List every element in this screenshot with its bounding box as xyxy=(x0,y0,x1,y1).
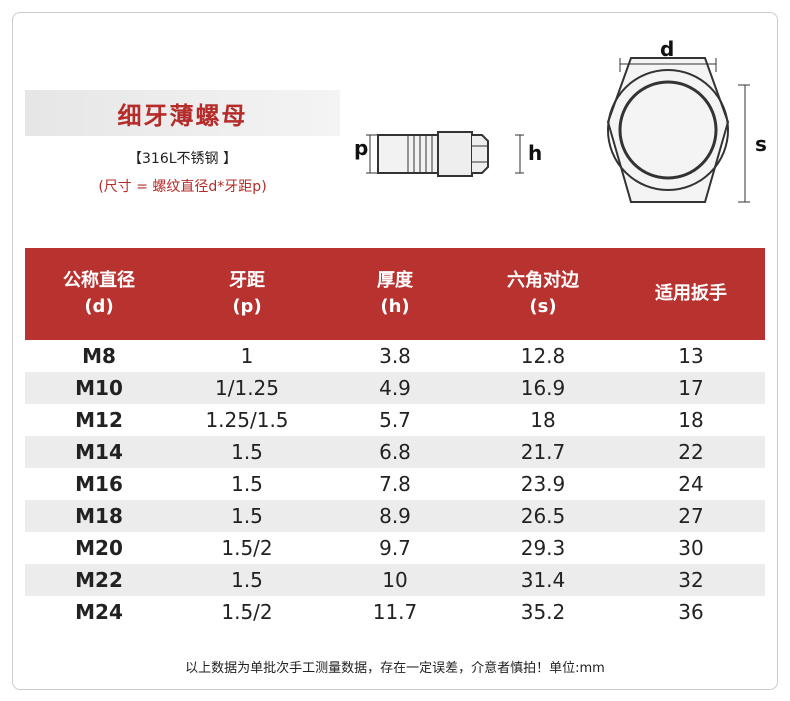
table-cell: M14 xyxy=(75,440,123,464)
table-cell: 17 xyxy=(678,376,704,400)
header-cell: 公称直径 (d) xyxy=(25,248,173,340)
table-cell: M24 xyxy=(75,600,123,624)
table-cell: 35.2 xyxy=(520,600,566,624)
table-cell: 7.8 xyxy=(379,472,411,496)
table-cell: 11.7 xyxy=(372,600,418,624)
label-h: h xyxy=(528,141,542,165)
table-cell: 1.5/2 xyxy=(221,600,273,624)
table-cell: 18 xyxy=(678,408,704,432)
table-cell: 26.5 xyxy=(520,504,566,528)
table-cell: 3.8 xyxy=(379,344,411,368)
diagram: d p h s xyxy=(354,37,767,203)
table-row: M10 1/1.25 4.9 16.9 17 xyxy=(25,372,765,404)
footer: 以上数据为单批次手工测量数据，存在一定误差，介意者慎拍！单位:mm xyxy=(185,661,605,676)
table-cell: 5.7 xyxy=(379,408,411,432)
table-cell: 29.3 xyxy=(520,536,566,560)
table-row: M12 1.25/1.5 5.7 18 18 xyxy=(25,404,765,436)
table-cell: M12 xyxy=(75,408,123,432)
header-line: 厚度 xyxy=(377,270,413,291)
table-cell: M8 xyxy=(82,344,116,368)
table-cell: 30 xyxy=(678,536,704,560)
note: (尺寸 = 螺纹直径d*牙距p) xyxy=(98,179,267,195)
table-cell: 32 xyxy=(678,568,704,592)
table-cell: 1.5/2 xyxy=(221,536,273,560)
table-cell: 1.5 xyxy=(231,504,263,528)
table-row: M14 1.5 6.8 21.7 22 xyxy=(25,436,765,468)
header-line: (d) xyxy=(84,296,114,317)
header-cell: 适用扳手 xyxy=(617,248,765,340)
table-cell: 1/1.25 xyxy=(215,376,279,400)
table-cell: 22 xyxy=(678,440,704,464)
table-row: M20 1.5/2 9.7 29.3 30 xyxy=(25,532,765,564)
table-cell: M10 xyxy=(75,376,123,400)
table-cell: M16 xyxy=(75,472,123,496)
table-cell: 8.9 xyxy=(379,504,411,528)
table-cell: 36 xyxy=(678,600,704,624)
header-line: 适用扳手 xyxy=(655,283,727,304)
table-cell: 1.25/1.5 xyxy=(205,408,289,432)
table-cell: 18 xyxy=(530,408,556,432)
table-cell: 23.9 xyxy=(520,472,566,496)
header-cell: 六角对边 (s) xyxy=(469,248,617,340)
table-row: M24 1.5/2 11.7 35.2 36 xyxy=(25,596,765,628)
table-cell: 16.9 xyxy=(520,376,566,400)
label-p: p xyxy=(354,136,368,160)
title: 细牙薄螺母 xyxy=(25,90,340,136)
label-s: s xyxy=(755,132,767,156)
table-cell: 13 xyxy=(678,344,704,368)
table-cell: 10 xyxy=(382,568,408,592)
table-cell: 27 xyxy=(678,504,704,528)
table-cell: M18 xyxy=(75,504,123,528)
table-row: M16 1.5 7.8 23.9 24 xyxy=(25,468,765,500)
material: 【316L不锈钢 】 xyxy=(128,151,237,167)
table-cell: 31.4 xyxy=(520,568,566,592)
card xyxy=(12,12,778,690)
table-cell: 1.5 xyxy=(231,568,263,592)
table-row: M8 1 3.8 12.8 13 xyxy=(25,340,765,372)
table-cell: 12.8 xyxy=(520,344,566,368)
table-cell: 1 xyxy=(240,344,254,368)
header-line: (h) xyxy=(380,296,410,317)
label-d: d xyxy=(660,37,674,61)
table-cell: 1.5 xyxy=(231,472,263,496)
table-row: M18 1.5 8.9 26.5 27 xyxy=(25,500,765,532)
table-cell: 9.7 xyxy=(379,536,411,560)
header-line: (s) xyxy=(529,296,557,317)
table-cell: 21.7 xyxy=(520,440,566,464)
table-cell: 1.5 xyxy=(231,440,263,464)
table-header: 公称直径 (d) 牙距 (p) 厚度 (h) 六角对边 (s) 适用扳手 xyxy=(25,248,765,340)
header-line: 公称直径 xyxy=(63,270,135,291)
header-line: 六角对边 xyxy=(507,270,579,291)
table-cell: 24 xyxy=(678,472,704,496)
header-cell: 厚度 (h) xyxy=(321,248,469,340)
table-row: M22 1.5 10 31.4 32 xyxy=(25,564,765,596)
header-line: 牙距 xyxy=(229,270,265,291)
header-cell: 牙距 (p) xyxy=(173,248,321,340)
table-cell: M20 xyxy=(75,536,123,560)
table-cell: 4.9 xyxy=(379,376,411,400)
table-cell: 6.8 xyxy=(379,440,411,464)
header-line: (p) xyxy=(232,296,262,317)
table-cell: M22 xyxy=(75,568,123,592)
